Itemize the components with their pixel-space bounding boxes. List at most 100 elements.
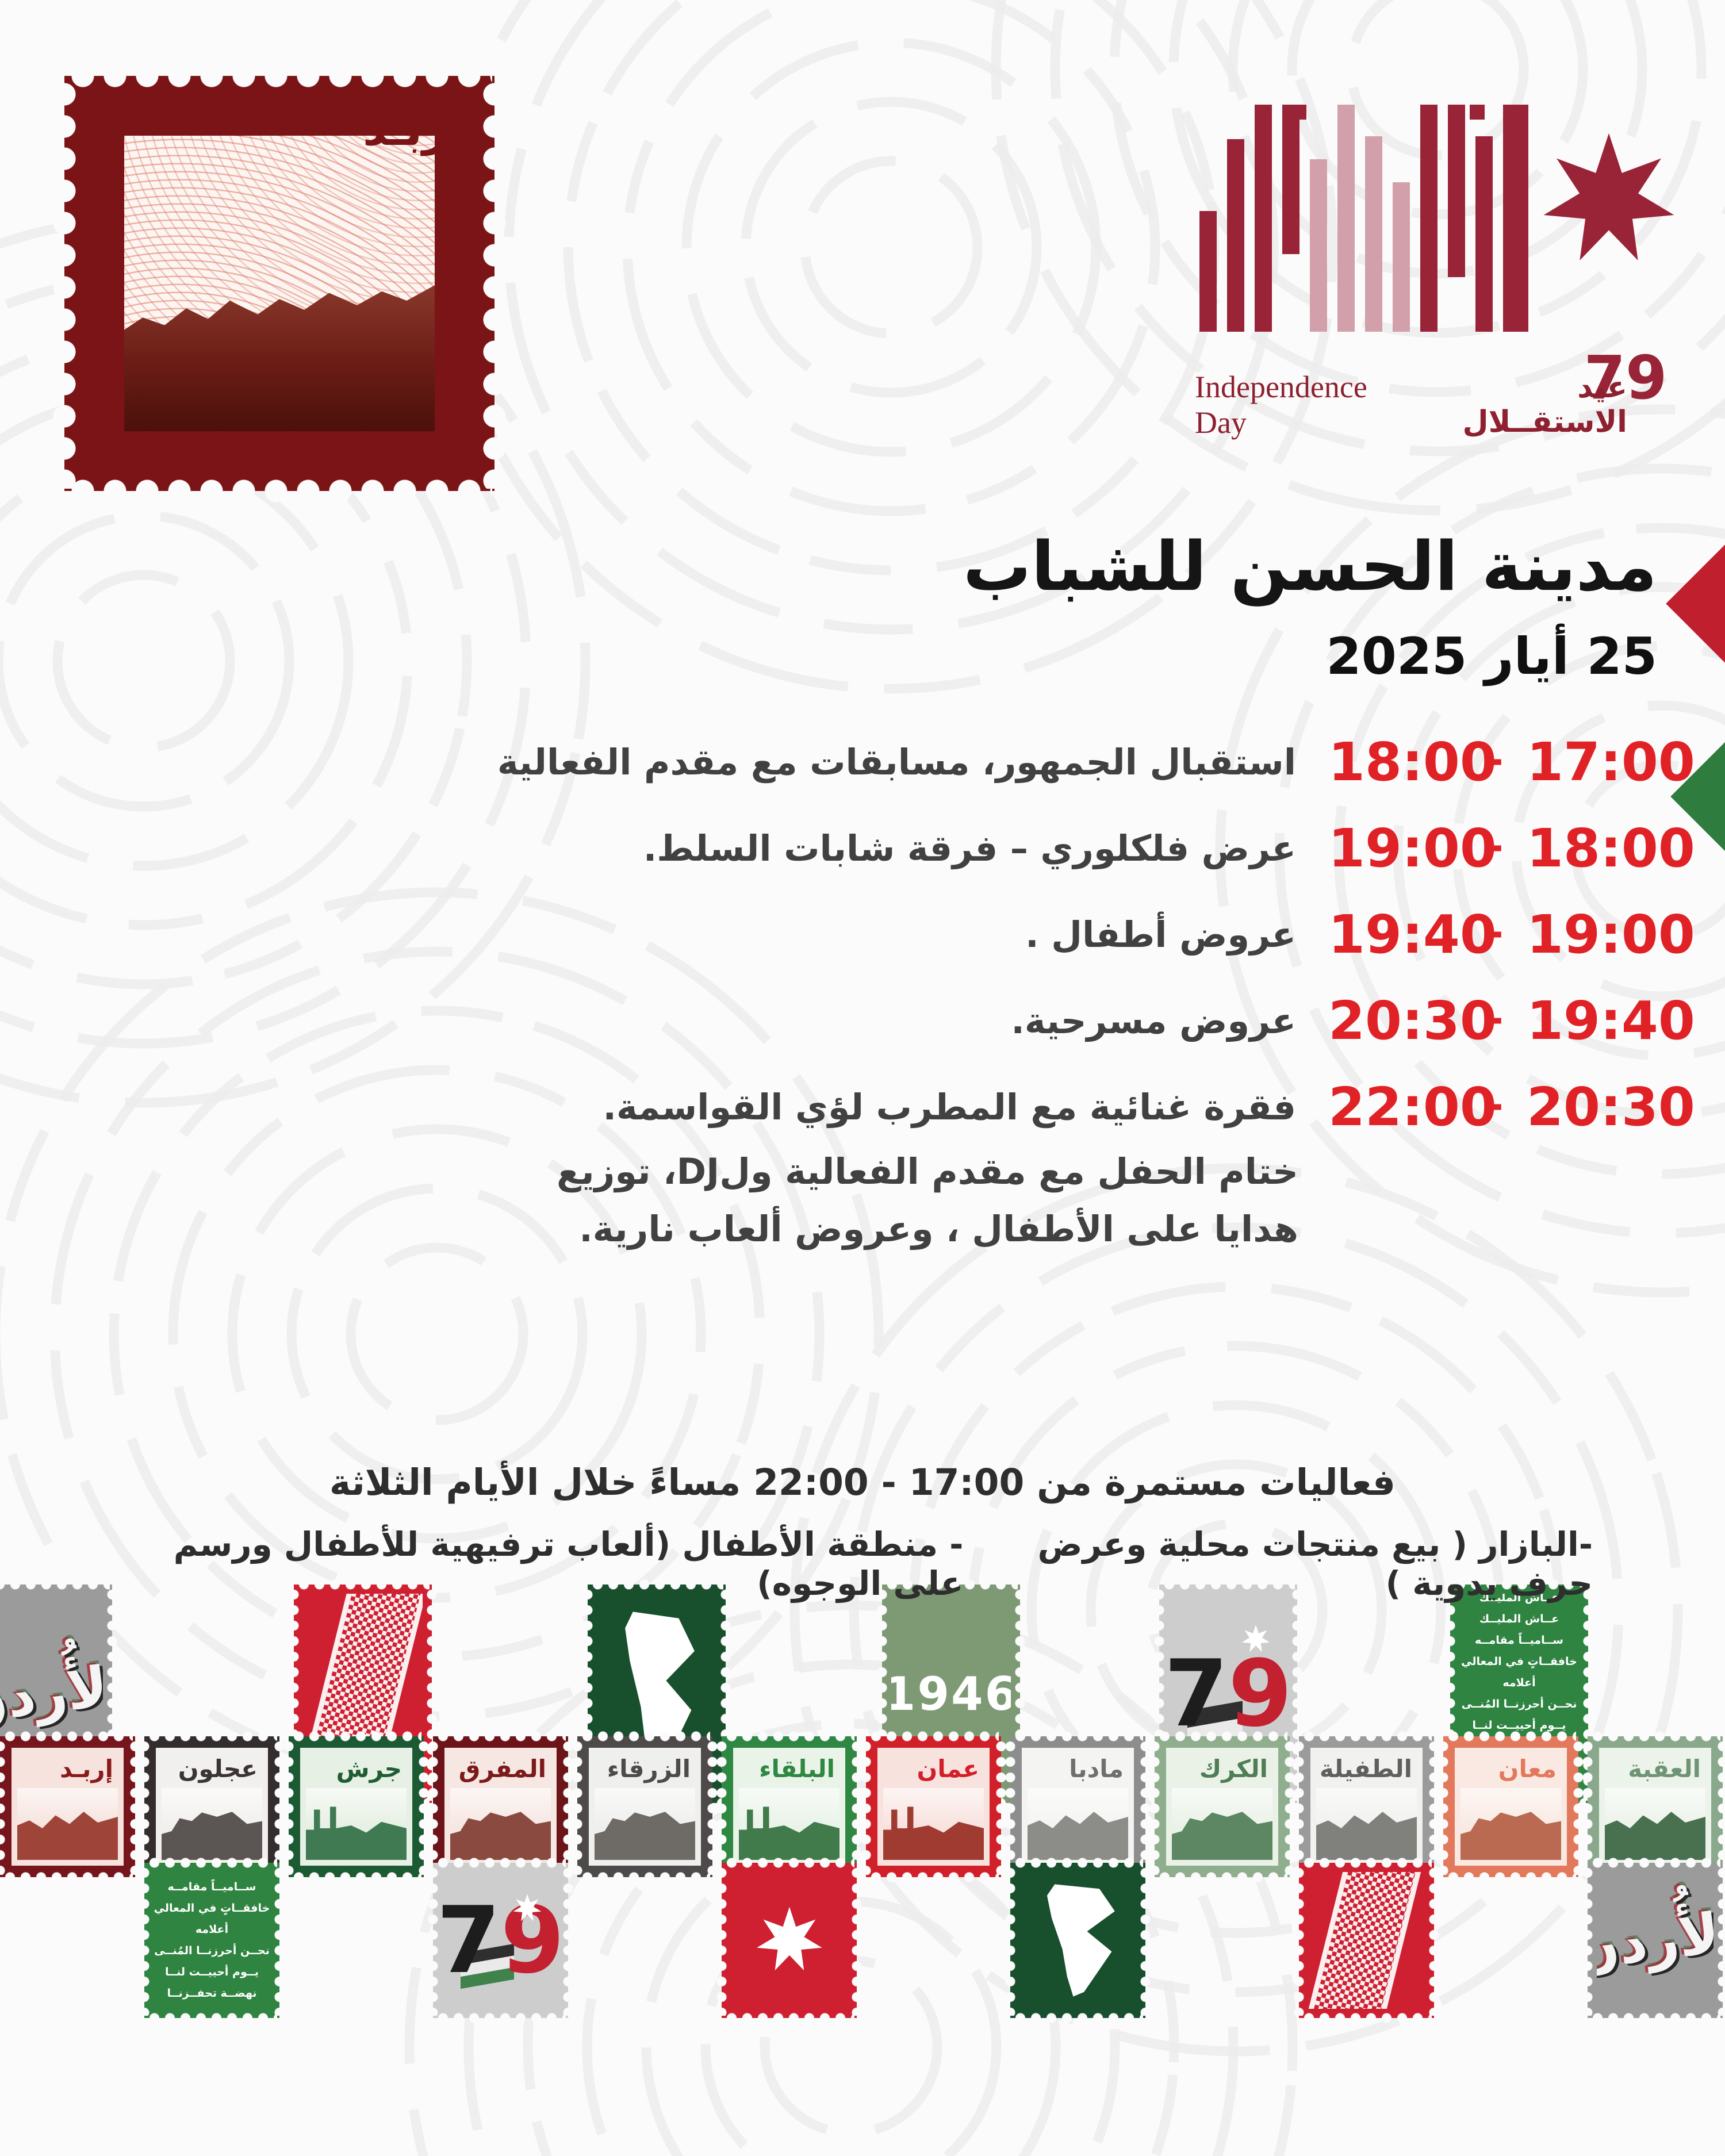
time-end: 19:00 [1328, 818, 1497, 879]
city-stamp-image [306, 1788, 407, 1860]
stamp-perforation-bottom [1013, 2012, 1143, 2024]
stamp-perforation-bottom [1157, 1871, 1287, 1883]
stamp-perforation-bottom [1301, 2012, 1432, 2024]
city-stamp: البلقاء [715, 1730, 863, 1883]
city-stamp-inner: البلقاء [733, 1748, 845, 1866]
stamp-content: الأُردن [1597, 1872, 1713, 2009]
city-stamp-label: المفرق [458, 1755, 546, 1783]
city-stamp-label: العقبة [1628, 1755, 1701, 1783]
schedule-activity: استقبال الجمهور، مسابقات مع مقدم الفعالي… [497, 741, 1296, 783]
event-date: 25 أيار 2025 [1326, 627, 1657, 686]
stamp-perforation-left [427, 1739, 439, 1875]
stamp-perforation-left [1004, 1739, 1017, 1875]
logo-edition-number: 79 [1584, 343, 1667, 413]
stamp-perforation-left [715, 1865, 728, 2016]
stamp-perforation-top [1590, 1856, 1720, 1869]
independence-logo-bars-icon [1199, 105, 1532, 332]
schedule-row: 18:00-19:00 عرض فلكلوري – فرقة شابات السل… [494, 818, 1695, 904]
stamp-perforation-right [850, 1865, 863, 2016]
city-stamp-image [1316, 1788, 1417, 1860]
city-stamp: عجلون [138, 1730, 286, 1883]
keffiyeh-stamp [1293, 1856, 1440, 2024]
stamp-content [731, 1872, 848, 2009]
digit-7: 7 [1168, 1640, 1228, 1747]
anthem-line: يــوم أحييــت لنــا [164, 1966, 259, 1979]
stamp-perforation-top [291, 1730, 421, 1743]
city-stamp-inner: إربـد [12, 1748, 124, 1866]
anthem-line: خافقــاتٍ في المعالي أعلامه [1461, 1655, 1577, 1689]
city-stamp-label: معان [1498, 1755, 1557, 1783]
schedule-row: 17:00-18:00 استقبال الجمهور، مسابقات مع م… [494, 731, 1695, 818]
logo-bar [1282, 105, 1300, 254]
schedule-time: 19:00-19:40 [1328, 904, 1695, 965]
anthem-line: ســاميــاً مقامــه [167, 1880, 256, 1893]
logo-bar [1310, 159, 1327, 332]
logo-bar [1199, 211, 1217, 332]
anthem-line: نهضــة تحفــزنــا [167, 1987, 257, 2000]
stamp-perforation-top [1013, 1856, 1143, 1869]
logo-dot [1470, 105, 1485, 120]
city-stamp-label: عجلون [178, 1755, 258, 1783]
city-stamp: إربـد [0, 1730, 141, 1883]
city-stamp-image [1028, 1788, 1128, 1860]
stamp-perforation-left [0, 1739, 6, 1875]
stamp-perforation-bottom [291, 1871, 421, 1883]
city-stamp-label: إربـد [60, 1755, 113, 1783]
time-dash: - [1486, 908, 1504, 956]
stamp-perforation-left [571, 1739, 584, 1875]
stamp-perforation-top [147, 1730, 277, 1743]
city-stamp-inner: العقبة [1599, 1748, 1711, 1866]
logo-bar [1255, 105, 1272, 332]
stamp-perforation-top [435, 1730, 566, 1743]
digit-7: 7 [442, 1886, 501, 1994]
time-start: 20:30 [1527, 1076, 1695, 1138]
seven-pointed-star-icon [513, 1893, 541, 1921]
stamp-perforation-bottom [2, 1871, 133, 1883]
stamp-perforation-right [1428, 1865, 1440, 2016]
stamp-perforation-right [273, 1865, 286, 2016]
stamp-perforation-bottom [67, 478, 492, 504]
stamp-perforation-bottom [724, 2012, 854, 2024]
time-dash: - [1486, 736, 1504, 784]
footer-kids-area-item: - منطقة الأطفال (ألعاب ترفيهية للأطفال و… [173, 1525, 964, 1603]
logo-dot [1291, 105, 1306, 120]
stamp-perforation-left [427, 1865, 439, 2016]
time-end: 18:00 [1328, 731, 1497, 793]
schedule-activity: فقرة غنائية مع المطرب لؤي القواسمة. [603, 1086, 1297, 1128]
year-1946-text: 1946 [891, 1667, 1011, 1721]
city-stamp-inner: جرش [300, 1748, 412, 1866]
city-stamp: الكرك [1148, 1730, 1296, 1883]
jordan-map-stamp [1004, 1856, 1152, 2024]
stamp-perforation-top [67, 63, 492, 89]
stamp-perforation-left [1581, 1739, 1594, 1875]
schedule-row: 20:30-22:00 فقرة غنائية مع المطرب لؤي الق… [494, 1076, 1695, 1163]
irbid-stamp-label: إربـد [362, 102, 465, 156]
seven-pointed-star-icon [1241, 1625, 1270, 1652]
stamp-perforation-top [1301, 1730, 1432, 1743]
city-stamp: جرش [282, 1730, 430, 1883]
city-stamp-image [595, 1788, 695, 1860]
stamp-perforation-top [296, 1578, 430, 1591]
logo-bar [1420, 105, 1438, 332]
city-stamp-label: الكرك [1199, 1755, 1268, 1783]
anthem-line: عــاش المليــك [154, 1872, 270, 1877]
star-stamp [715, 1856, 863, 2024]
schedule-activity: عرض فلكلوري – فرقة شابات السلط. [643, 827, 1296, 869]
time-dash: - [1486, 1081, 1504, 1129]
stamp-perforation-left [1581, 1865, 1594, 2016]
stamp-perforation-top [2, 1730, 133, 1743]
jordan-calligraphy-text: الأُردن [0, 1651, 103, 1736]
city-stamp-label: جرش [336, 1755, 402, 1783]
anthem-line: ســاميــاً مقامــه [1475, 1633, 1563, 1647]
city-stamp-image [1605, 1788, 1705, 1860]
time-start: 19:00 [1527, 904, 1695, 965]
stamp-perforation-top [1301, 1856, 1432, 1869]
city-stamp-label: عمان [917, 1755, 979, 1783]
stamp-perforation-bottom [1446, 1871, 1576, 1883]
city-stamp-image [162, 1788, 262, 1860]
